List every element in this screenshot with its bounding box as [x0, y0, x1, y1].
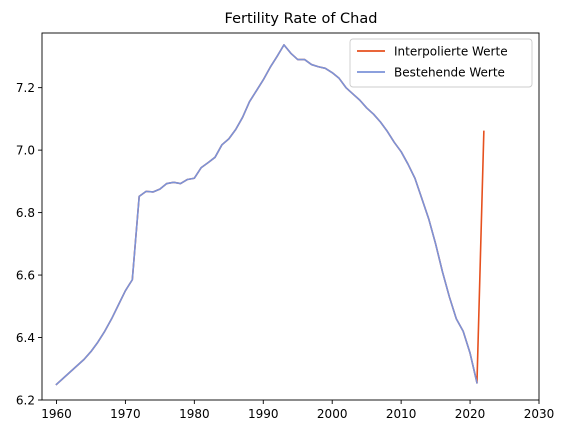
legend-label-2: Bestehende Werte	[394, 65, 505, 79]
y-tick-label: 7.0	[16, 143, 35, 157]
y-tick-label: 7.2	[16, 81, 35, 95]
plot-frame	[41, 32, 540, 401]
x-tick-label: 2030	[524, 407, 555, 421]
x-tick-label: 2010	[386, 407, 417, 421]
x-tick-label: 1990	[248, 407, 279, 421]
y-tick-label: 6.6	[16, 268, 35, 282]
axes-layer: 1960 1970 1980 1990 2000 2010 2020 2030 6.2 6.4 6.…	[16, 32, 555, 421]
legend: Interpolierte Werte Bestehende Werte	[349, 38, 533, 88]
x-tick-label: 2020	[455, 407, 486, 421]
chart-title: Fertility Rate of Chad	[225, 11, 378, 27]
legend-box	[349, 38, 533, 88]
series-layer	[55, 44, 485, 386]
legend-label-1: Interpolierte Werte	[394, 44, 508, 58]
x-tick-label: 1960	[41, 407, 72, 421]
x-tick-label: 2000	[317, 407, 348, 421]
y-tick-label: 6.4	[16, 331, 35, 345]
series-line-1	[55, 44, 485, 386]
x-tick-label: 1970	[110, 407, 141, 421]
series-line-2	[55, 44, 478, 386]
y-tick-label: 6.8	[16, 206, 35, 220]
x-tick-label: 1980	[179, 407, 210, 421]
y-tick-label: 6.2	[16, 393, 35, 407]
